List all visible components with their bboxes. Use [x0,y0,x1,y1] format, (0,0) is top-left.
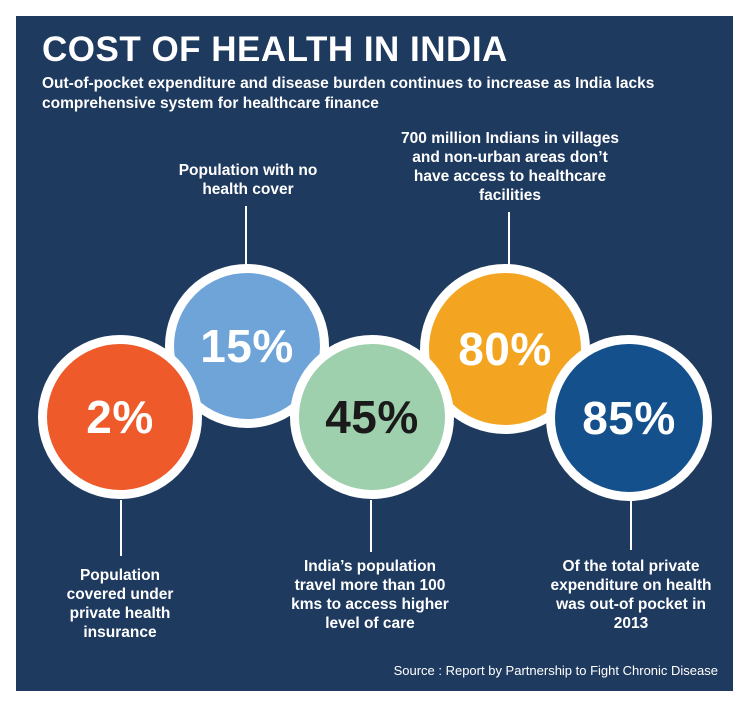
stat-label-15: Population with no health cover [178,162,318,198]
stat-value-45: 45% [325,391,419,443]
stat-value-80: 80% [458,323,552,375]
stat-label-80: 700 million Indians in villages and non-… [401,130,619,204]
stat-circle-2: 2% [38,335,202,499]
stat-value-15: 15% [200,320,294,372]
page-title: COST OF HEALTH IN INDIA [42,30,508,69]
stat-value-2: 2% [86,391,154,443]
stat-label-45: India’s population travel more than 100 … [291,558,449,632]
connector-line-80 [508,212,510,268]
connector-line-45 [370,500,372,552]
stat-circle-45: 45% [290,335,454,499]
connector-line-85 [630,500,632,550]
stat-label-85: Of the total private expenditure on heal… [550,558,712,632]
subtitle: Out-of-pocket expenditure and disease bu… [42,75,655,112]
stat-value-85: 85% [582,392,676,444]
connector-line-15 [245,206,247,268]
stat-label-2: Population covered under private health … [66,567,174,641]
connector-line-2 [120,500,122,556]
stat-circle-85: 85% [546,335,712,501]
source-note: Source : Report by Partnership to Fight … [393,663,718,678]
